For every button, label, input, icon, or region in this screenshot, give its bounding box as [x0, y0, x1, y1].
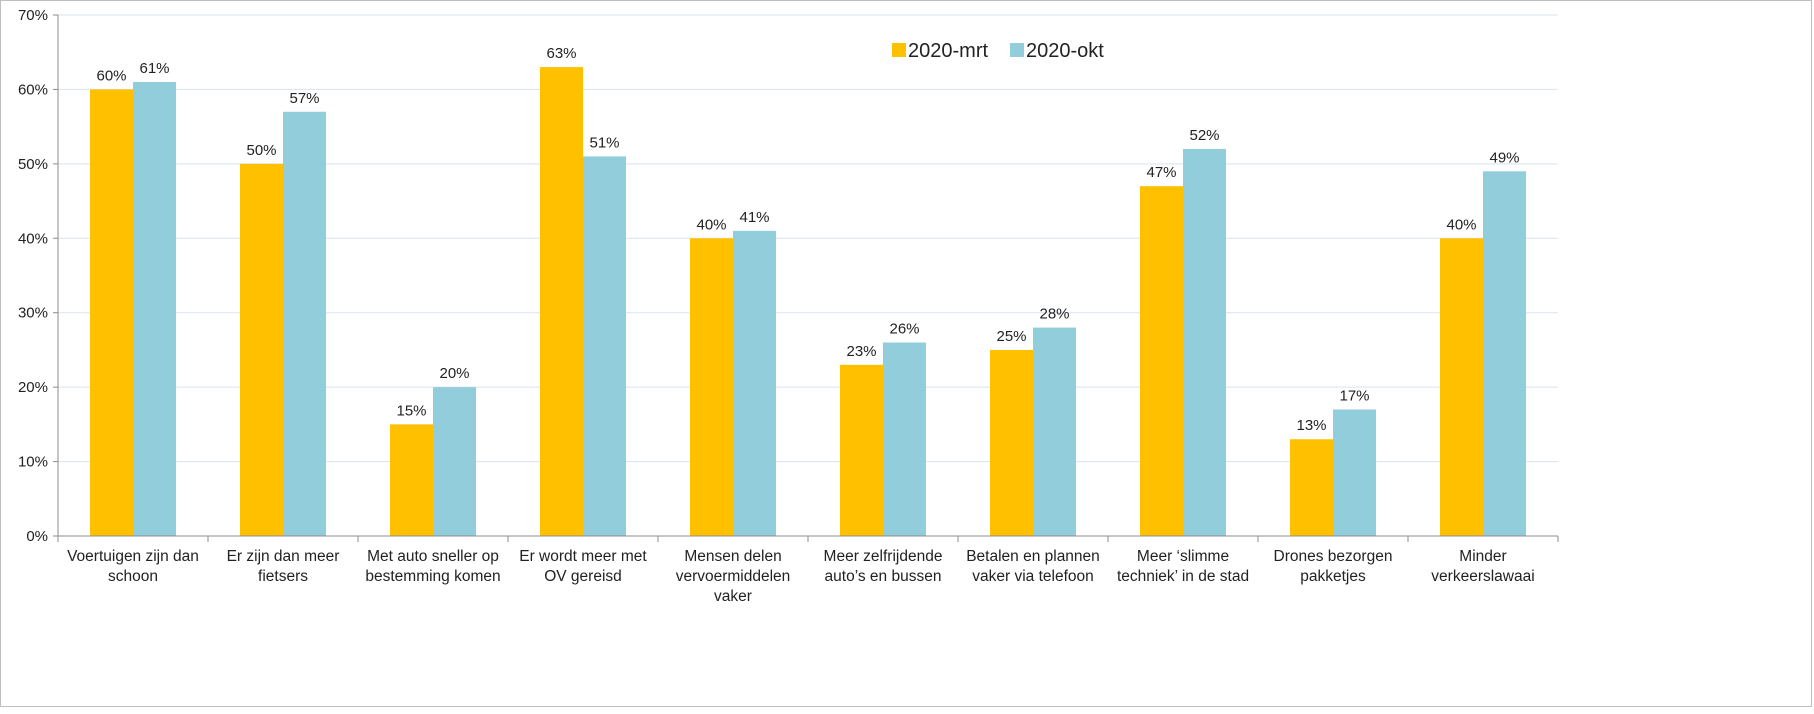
bar-2020-okt [283, 111, 326, 536]
data-label: 17% [1339, 387, 1369, 404]
x-category-label-line: Minder [1459, 548, 1506, 565]
x-category-label: Mensen delen vervoermiddelen vaker [676, 548, 791, 605]
x-category-label-line: auto’s en bussen [825, 568, 942, 585]
data-label: 41% [739, 209, 769, 226]
legend-label: 2020-okt [1026, 40, 1104, 62]
bar-2020-okt [883, 342, 926, 536]
x-category-label-line: schoon [108, 568, 158, 585]
bar-2020-mrt [990, 349, 1033, 536]
axes: 0% 10% 20% 30% 40% 50% 60% 70% Voertuigen zijn d… [18, 7, 1559, 605]
x-category-label: Voertuigen zijn dan schoon [67, 548, 199, 585]
data-label: 47% [1146, 164, 1176, 181]
x-category-label: Meer ‘slimme techniek’ in de stad [1117, 548, 1249, 585]
data-label: 26% [889, 320, 919, 337]
data-label: 20% [439, 365, 469, 382]
y-tick-label: 40% [18, 230, 48, 247]
data-label: 40% [1446, 216, 1476, 233]
bars [90, 67, 1526, 537]
data-label: 57% [289, 90, 319, 107]
data-label: 61% [139, 60, 169, 77]
y-tick-label: 50% [18, 156, 48, 173]
data-label: 13% [1296, 417, 1326, 434]
x-category-label-line: Betalen en plannen [966, 548, 1100, 565]
legend-swatch-2020-mrt [892, 43, 906, 57]
y-tick-label: 20% [18, 379, 48, 396]
x-category-label-line: pakketjes [1300, 568, 1366, 585]
legend-label: 2020-mrt [908, 40, 988, 62]
y-tick-label: 30% [18, 305, 48, 322]
data-label: 60% [96, 67, 126, 84]
data-label: 28% [1039, 306, 1069, 323]
y-tick-label: 60% [18, 81, 48, 98]
bar-2020-mrt [540, 67, 583, 536]
data-label: 49% [1489, 149, 1519, 166]
data-label: 25% [996, 328, 1026, 345]
x-category-label: Minder verkeerslawaai [1431, 548, 1534, 585]
x-category-label: Betalen en plannen vaker via telefoon [966, 548, 1100, 585]
y-tick-label: 10% [18, 454, 48, 471]
bar-2020-mrt [240, 163, 283, 536]
bar-2020-mrt [390, 424, 433, 536]
x-category-label: Meer zelfrijdende auto’s en bussen [824, 548, 943, 585]
bar-2020-okt [583, 156, 626, 536]
data-label: 15% [396, 402, 426, 419]
y-tick-label: 70% [18, 7, 48, 24]
x-category-label: Drones bezorgen pakketjes [1274, 548, 1393, 585]
bar-2020-mrt [690, 238, 733, 537]
x-category-label-line: vervoermiddelen [676, 568, 791, 585]
bar-2020-okt [1483, 171, 1526, 537]
x-category-label-line: Met auto sneller op [367, 548, 499, 565]
bar-2020-mrt [90, 89, 133, 536]
x-category-label-line: fietsers [258, 568, 308, 585]
bar-2020-okt [1033, 327, 1076, 536]
x-category-label-line: OV gereisd [544, 568, 622, 585]
x-category-label-line: vaker [714, 588, 752, 605]
x-category-label-line: techniek’ in de stad [1117, 568, 1249, 585]
legend-swatch-2020-okt [1010, 43, 1024, 57]
data-label: 52% [1189, 127, 1219, 144]
x-category-label-line: Voertuigen zijn dan [67, 548, 199, 565]
data-label: 51% [589, 134, 619, 151]
bar-2020-mrt [1140, 186, 1183, 536]
data-label: 50% [246, 142, 276, 159]
x-category-label-line: Meer ‘slimme [1137, 548, 1229, 565]
bar-2020-okt [433, 387, 476, 536]
bar-2020-okt [733, 230, 776, 537]
bar-2020-okt [1183, 148, 1226, 536]
legend: 2020-mrt 2020-okt [892, 40, 1104, 62]
data-label: 40% [696, 216, 726, 233]
data-label: 63% [546, 45, 576, 62]
x-category-label-line: Er zijn dan meer [227, 548, 340, 565]
data-label: 23% [846, 343, 876, 360]
x-category-label-line: Mensen delen [684, 548, 781, 565]
bar-2020-okt [1333, 409, 1376, 536]
bar-2020-mrt [1290, 439, 1333, 536]
y-tick-label: 0% [26, 528, 48, 545]
x-category-label-line: Er wordt meer met [519, 548, 647, 565]
x-category-label: Er wordt meer met OV gereisd [519, 548, 647, 585]
x-category-label-line: vaker via telefoon [972, 568, 1094, 585]
bar-2020-mrt [840, 364, 883, 536]
data-labels: 60% 61% 50% 57% 15% 20% 63% 51% 40% 41% 23% 26% 25% 2… [96, 45, 1519, 434]
x-category-label: Er zijn dan meer fietsers [227, 548, 340, 585]
x-category-label: Met auto sneller op bestemming komen [365, 548, 500, 585]
bar-2020-okt [133, 81, 176, 536]
x-category-label-line: Drones bezorgen [1274, 548, 1393, 565]
x-category-label-line: Meer zelfrijdende [824, 548, 943, 565]
x-category-label-line: bestemming komen [365, 568, 500, 585]
x-category-label-line: verkeerslawaai [1431, 568, 1534, 585]
bar-2020-mrt [1440, 238, 1483, 537]
